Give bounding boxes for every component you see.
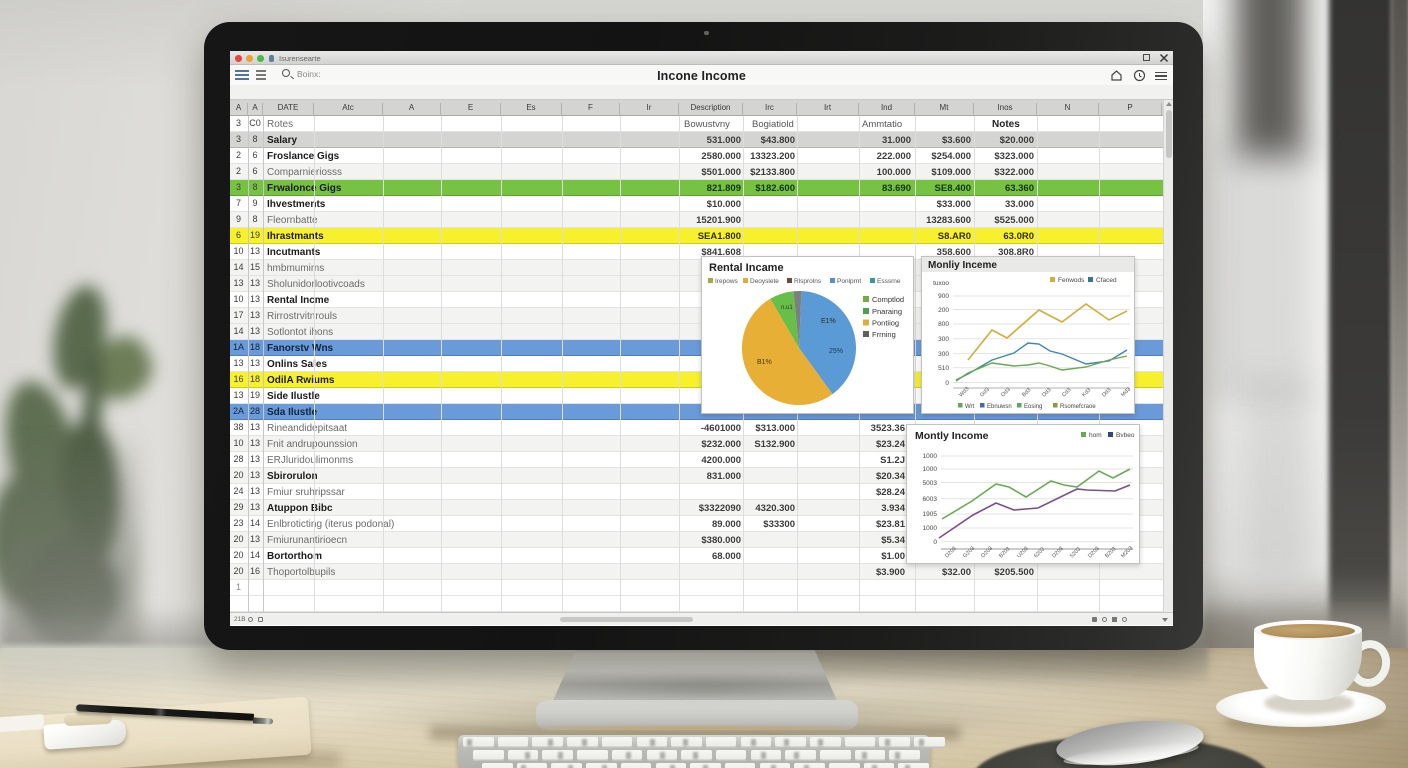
svg-text:Montly Income: Montly Income bbox=[915, 430, 989, 442]
svg-text:B1%: B1% bbox=[757, 359, 772, 366]
svg-text:Comptlod: Comptlod bbox=[872, 295, 904, 304]
svg-text:Dd3: Dd3 bbox=[1041, 387, 1052, 398]
svg-text:Pontiiog: Pontiiog bbox=[872, 319, 899, 328]
svg-text:O203: O203 bbox=[980, 546, 994, 560]
svg-text:1000: 1000 bbox=[923, 453, 938, 460]
svg-text:G203: G203 bbox=[962, 546, 976, 560]
svg-text:n.u1: n.u1 bbox=[781, 305, 793, 311]
svg-text:1000: 1000 bbox=[923, 525, 938, 532]
svg-text:Bvbeo: Bvbeo bbox=[1116, 432, 1135, 439]
svg-text:Deoyslete: Deoyslete bbox=[750, 278, 779, 285]
svg-text:D203: D203 bbox=[1051, 546, 1065, 560]
svg-text:B203: B203 bbox=[1104, 546, 1117, 559]
svg-text:900: 900 bbox=[938, 293, 949, 300]
svg-text:0: 0 bbox=[933, 539, 937, 546]
svg-text:300: 300 bbox=[938, 351, 949, 358]
svg-text:Esssrne: Esssrne bbox=[877, 278, 901, 285]
svg-text:0: 0 bbox=[945, 380, 949, 387]
svg-text:D203: D203 bbox=[1087, 546, 1101, 560]
svg-text:5003: 5003 bbox=[923, 480, 938, 487]
svg-text:6003: 6003 bbox=[923, 496, 938, 503]
svg-text:5203: 5203 bbox=[1069, 547, 1082, 560]
svg-text:Md3: Md3 bbox=[1120, 387, 1132, 399]
svg-text:Fenwods: Fenwods bbox=[1058, 277, 1085, 284]
svg-text:1905: 1905 bbox=[923, 511, 938, 518]
svg-text:1000: 1000 bbox=[923, 466, 938, 473]
svg-text:Rsomefcraoe: Rsomefcraoe bbox=[1060, 404, 1096, 410]
svg-text:200: 200 bbox=[938, 307, 949, 314]
svg-text:Eosing: Eosing bbox=[1024, 404, 1042, 410]
svg-text:hom: hom bbox=[1089, 432, 1102, 439]
svg-text:B203: B203 bbox=[998, 546, 1011, 559]
svg-text:M203: M203 bbox=[1120, 545, 1134, 559]
svg-text:Ponlprnt: Ponlprnt bbox=[837, 278, 861, 285]
svg-text:Rental Incame: Rental Incame bbox=[709, 262, 784, 274]
svg-text:510: 510 bbox=[938, 365, 949, 372]
svg-text:800: 800 bbox=[938, 321, 949, 328]
svg-text:D203: D203 bbox=[944, 546, 958, 560]
svg-text:Ebnuwsn: Ebnuwsn bbox=[987, 404, 1012, 410]
svg-text:Wrt: Wrt bbox=[965, 404, 975, 410]
svg-text:300: 300 bbox=[938, 336, 949, 343]
svg-text:Od3: Od3 bbox=[1000, 387, 1012, 399]
svg-text:25%: 25% bbox=[829, 348, 843, 355]
svg-text:Gd3: Gd3 bbox=[979, 387, 991, 399]
svg-text:Monliy Inceme: Monliy Inceme bbox=[928, 260, 997, 271]
svg-text:Rlsprolns: Rlsprolns bbox=[794, 278, 822, 285]
svg-text:Dd3: Dd3 bbox=[1101, 387, 1112, 398]
svg-text:6203: 6203 bbox=[1033, 547, 1046, 560]
svg-text:Cd3: Cd3 bbox=[1061, 387, 1072, 398]
svg-text:tuxoo: tuxoo bbox=[933, 280, 949, 287]
svg-text:Frrning: Frrning bbox=[872, 330, 896, 339]
svg-text:Cfaced: Cfaced bbox=[1096, 277, 1117, 284]
svg-text:Kd3: Kd3 bbox=[1081, 387, 1092, 398]
svg-text:Irepows: Irepows bbox=[715, 278, 739, 285]
svg-text:U203: U203 bbox=[1016, 546, 1030, 560]
svg-text:Bd3: Bd3 bbox=[1021, 387, 1032, 398]
svg-text:Pnaraing: Pnaraing bbox=[872, 307, 902, 316]
svg-text:E1%: E1% bbox=[821, 318, 836, 325]
